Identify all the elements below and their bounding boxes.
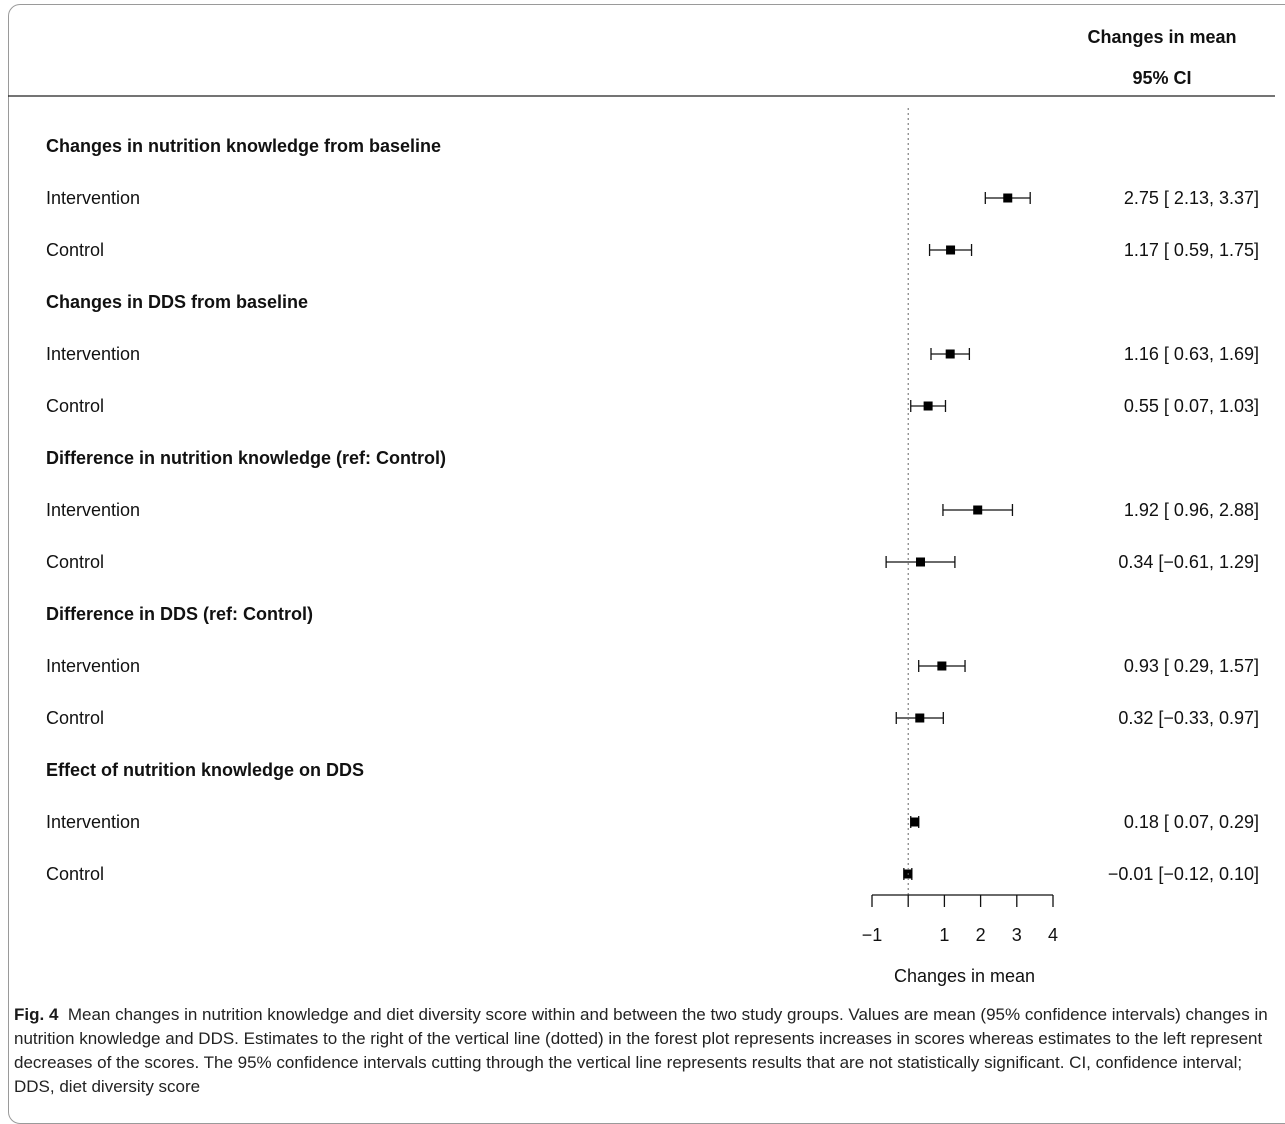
row-label: Intervention (46, 188, 140, 208)
caption-text: Mean changes in nutrition knowledge and … (14, 1005, 1268, 1096)
figure-caption: Fig. 4 Mean changes in nutrition knowled… (14, 1003, 1276, 1099)
row-label: Intervention (46, 500, 140, 520)
ci-value: −0.01 [−0.12, 0.10] (1108, 864, 1259, 884)
ci-value: 1.17 [ 0.59, 1.75] (1124, 240, 1259, 260)
point-estimate (1003, 194, 1012, 203)
point-estimate (916, 558, 925, 567)
row-label: Control (46, 708, 104, 728)
ci-value: 1.16 [ 0.63, 1.69] (1124, 344, 1259, 364)
point-estimate (937, 662, 946, 671)
forest-row: Control −0.01 [−0.12, 0.10] (46, 864, 1259, 884)
point-estimate (910, 818, 919, 827)
row-label: Intervention (46, 656, 140, 676)
point-estimate (946, 350, 955, 359)
ci-value: 0.93 [ 0.29, 1.57] (1124, 656, 1259, 676)
point-estimate (973, 506, 982, 515)
column-header-subtitle: 95% CI (1132, 68, 1191, 88)
ci-value: 0.18 [ 0.07, 0.29] (1124, 812, 1259, 832)
ci-value: 2.75 [ 2.13, 3.37] (1124, 188, 1259, 208)
forest-row: Control 0.55 [ 0.07, 1.03] (46, 396, 1259, 416)
tick-label: 1 (939, 925, 949, 945)
forest-plot: Changes in mean 95% CI Changes in nutrit… (0, 0, 1285, 1000)
ci-value: 0.55 [ 0.07, 1.03] (1124, 396, 1259, 416)
group-title: Changes in DDS from baseline (46, 292, 308, 312)
tick-label: 2 (976, 925, 986, 945)
row-label: Control (46, 552, 104, 572)
point-estimate (924, 402, 933, 411)
x-axis: −1 1 2 3 4 Changes in mean (862, 108, 1058, 986)
caption-label: Fig. 4 (14, 1005, 58, 1024)
row-label: Control (46, 864, 104, 884)
forest-rows: Changes in nutrition knowledge from base… (46, 136, 1259, 884)
ci-value: 1.92 [ 0.96, 2.88] (1124, 500, 1259, 520)
group-title: Changes in nutrition knowledge from base… (46, 136, 441, 156)
group-title: Effect of nutrition knowledge on DDS (46, 760, 364, 780)
forest-row: Control 1.17 [ 0.59, 1.75] (46, 240, 1259, 260)
row-label: Control (46, 240, 104, 260)
tick-label: −1 (862, 925, 883, 945)
point-estimate (915, 714, 924, 723)
x-axis-label: Changes in mean (894, 966, 1035, 986)
forest-row: Intervention 2.75 [ 2.13, 3.37] (46, 188, 1259, 208)
column-header-title: Changes in mean (1087, 27, 1236, 47)
forest-row: Intervention 1.92 [ 0.96, 2.88] (46, 500, 1259, 520)
forest-row: Control 0.34 [−0.61, 1.29] (46, 552, 1259, 572)
row-label: Intervention (46, 812, 140, 832)
group-title: Difference in DDS (ref: Control) (46, 604, 313, 624)
group-title: Difference in nutrition knowledge (ref: … (46, 448, 446, 468)
row-label: Control (46, 396, 104, 416)
ci-value: 0.34 [−0.61, 1.29] (1118, 552, 1259, 572)
tick-label: 4 (1048, 925, 1058, 945)
forest-row: Intervention 0.93 [ 0.29, 1.57] (46, 656, 1259, 676)
tick-label: 3 (1012, 925, 1022, 945)
row-label: Intervention (46, 344, 140, 364)
point-estimate (946, 246, 955, 255)
forest-row: Intervention 0.18 [ 0.07, 0.29] (46, 812, 1259, 832)
forest-row: Intervention 1.16 [ 0.63, 1.69] (46, 344, 1259, 364)
forest-row: Control 0.32 [−0.33, 0.97] (46, 708, 1259, 728)
ci-value: 0.32 [−0.33, 0.97] (1118, 708, 1259, 728)
